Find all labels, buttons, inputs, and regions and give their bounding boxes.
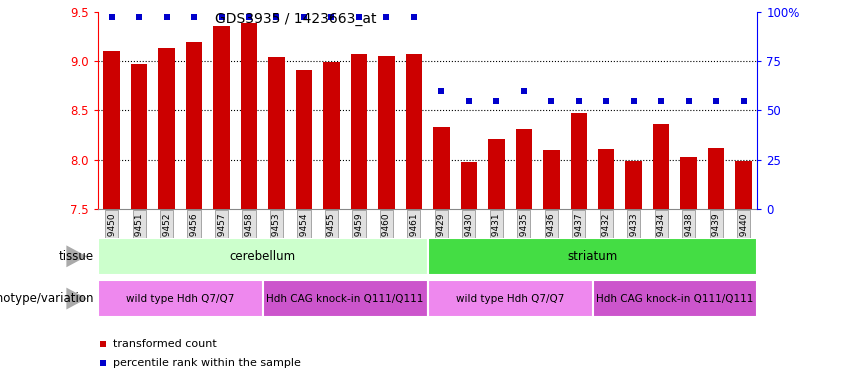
Point [214, 14, 228, 20]
Bar [598, 149, 614, 209]
Point [270, 14, 283, 20]
Text: GDS3935 / 1423663_at: GDS3935 / 1423663_at [215, 12, 376, 25]
Bar [653, 124, 670, 209]
Bar [158, 48, 174, 209]
Point [517, 88, 531, 94]
Point [160, 14, 174, 20]
Bar [296, 70, 312, 209]
Bar [131, 64, 147, 209]
Point [96, 341, 110, 347]
Bar [543, 150, 559, 209]
Bar [488, 139, 505, 209]
Text: striatum: striatum [568, 250, 618, 263]
Bar [681, 157, 697, 209]
Point [489, 98, 503, 104]
Bar [570, 113, 587, 209]
Point [407, 14, 420, 20]
Bar [214, 26, 230, 209]
Bar [323, 62, 340, 209]
Bar [735, 161, 752, 209]
Bar [186, 42, 203, 209]
Point [599, 98, 613, 104]
Text: Hdh CAG knock-in Q111/Q111: Hdh CAG knock-in Q111/Q111 [597, 293, 754, 304]
Bar [378, 56, 395, 209]
Bar [433, 127, 449, 209]
Bar [708, 148, 724, 209]
Point [187, 14, 201, 20]
Point [572, 98, 585, 104]
Bar [406, 54, 422, 209]
Text: percentile rank within the sample: percentile rank within the sample [112, 358, 300, 368]
Point [243, 14, 256, 20]
Bar [427, 280, 592, 317]
Point [737, 98, 751, 104]
Text: wild type Hdh Q7/Q7: wild type Hdh Q7/Q7 [456, 293, 564, 304]
Point [682, 98, 695, 104]
Point [105, 14, 118, 20]
Bar [460, 162, 477, 209]
Polygon shape [66, 288, 87, 310]
Point [710, 98, 723, 104]
Text: transformed count: transformed count [112, 339, 216, 349]
Bar [625, 161, 642, 209]
Point [96, 360, 110, 366]
Bar [103, 51, 120, 209]
Bar [351, 54, 367, 209]
Text: tissue: tissue [59, 250, 94, 263]
Point [654, 98, 668, 104]
Point [627, 98, 641, 104]
Bar [592, 280, 757, 317]
Bar [98, 280, 263, 317]
Point [545, 98, 558, 104]
Point [352, 14, 366, 20]
Point [324, 14, 338, 20]
Text: wild type Hdh Q7/Q7: wild type Hdh Q7/Q7 [126, 293, 235, 304]
Bar [268, 57, 285, 209]
Polygon shape [66, 245, 87, 267]
Bar [516, 129, 532, 209]
Bar [98, 238, 427, 275]
Bar [427, 238, 757, 275]
Point [435, 88, 448, 94]
Point [380, 14, 393, 20]
Bar [241, 23, 257, 209]
Point [462, 98, 476, 104]
Text: cerebellum: cerebellum [230, 250, 296, 263]
Point [132, 14, 146, 20]
Text: Hdh CAG knock-in Q111/Q111: Hdh CAG knock-in Q111/Q111 [266, 293, 424, 304]
Text: genotype/variation: genotype/variation [0, 292, 94, 305]
Bar [263, 280, 427, 317]
Point [297, 14, 311, 20]
